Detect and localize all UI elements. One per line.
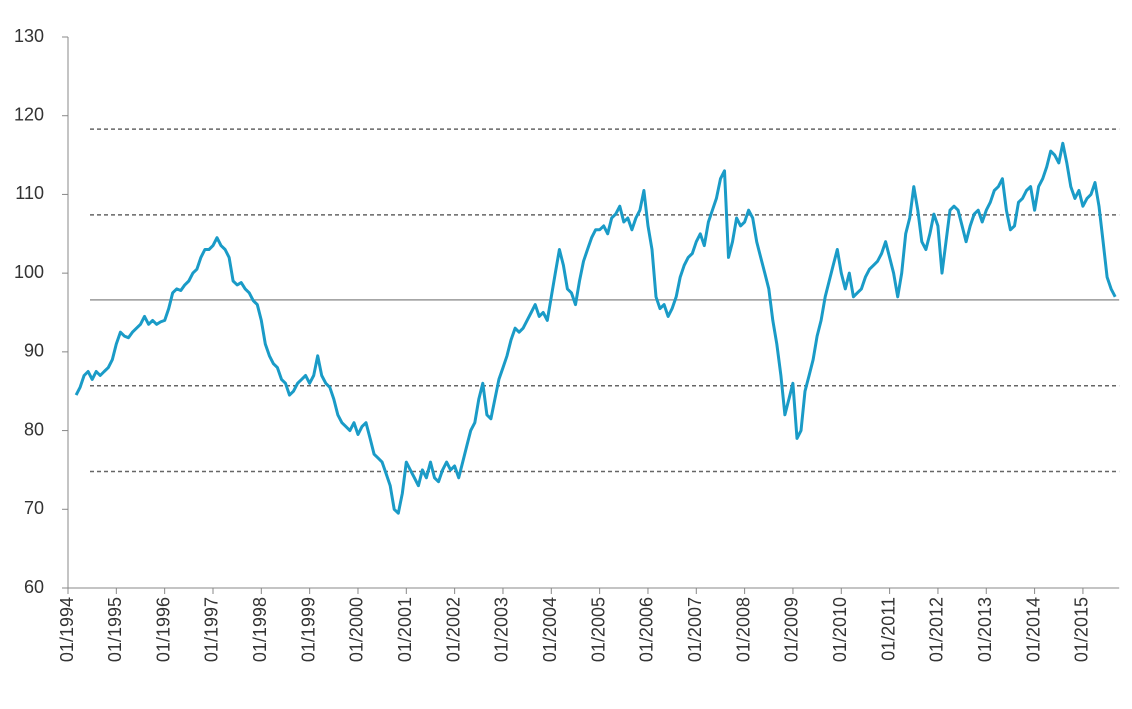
x-tick-label: 01/2004 bbox=[540, 597, 560, 662]
y-tick-label: 100 bbox=[14, 262, 44, 282]
x-tick-label: 01/2006 bbox=[637, 597, 657, 662]
x-tick-label: 01/2008 bbox=[733, 597, 753, 662]
x-tick-label: 01/2009 bbox=[782, 597, 802, 662]
x-tick-label: 01/2012 bbox=[927, 597, 947, 662]
x-tick-label: 01/1995 bbox=[105, 597, 125, 662]
x-tick-label: 01/2007 bbox=[685, 597, 705, 662]
x-tick-label: 01/2005 bbox=[588, 597, 608, 662]
x-tick-label: 01/1998 bbox=[250, 597, 270, 662]
x-tick-label: 01/2014 bbox=[1023, 597, 1043, 662]
x-tick-label: 01/2001 bbox=[395, 597, 415, 662]
x-tick-label: 01/2002 bbox=[443, 597, 463, 662]
x-tick-label: 01/1996 bbox=[153, 597, 173, 662]
x-tick-label: 01/2010 bbox=[830, 597, 850, 662]
y-tick-label: 90 bbox=[24, 341, 44, 361]
y-tick-label: 130 bbox=[14, 26, 44, 46]
y-tick-label: 70 bbox=[24, 498, 44, 518]
x-tick-label: 01/2000 bbox=[347, 597, 367, 662]
x-tick-label: 01/1997 bbox=[202, 597, 222, 662]
x-tick-label: 01/2011 bbox=[878, 597, 898, 661]
x-tick-label: 01/1999 bbox=[298, 597, 318, 662]
x-tick-label: 01/2015 bbox=[1072, 597, 1092, 662]
x-tick-label: 01/2003 bbox=[492, 597, 512, 662]
y-tick-label: 120 bbox=[14, 104, 44, 124]
data-line bbox=[74, 141, 1117, 515]
x-tick-label: 01/2013 bbox=[975, 597, 995, 662]
y-tick-label: 110 bbox=[15, 183, 44, 203]
y-tick-label: 60 bbox=[24, 577, 44, 597]
y-tick-label: 80 bbox=[24, 419, 44, 439]
x-tick-label: 01/1994 bbox=[57, 597, 77, 662]
